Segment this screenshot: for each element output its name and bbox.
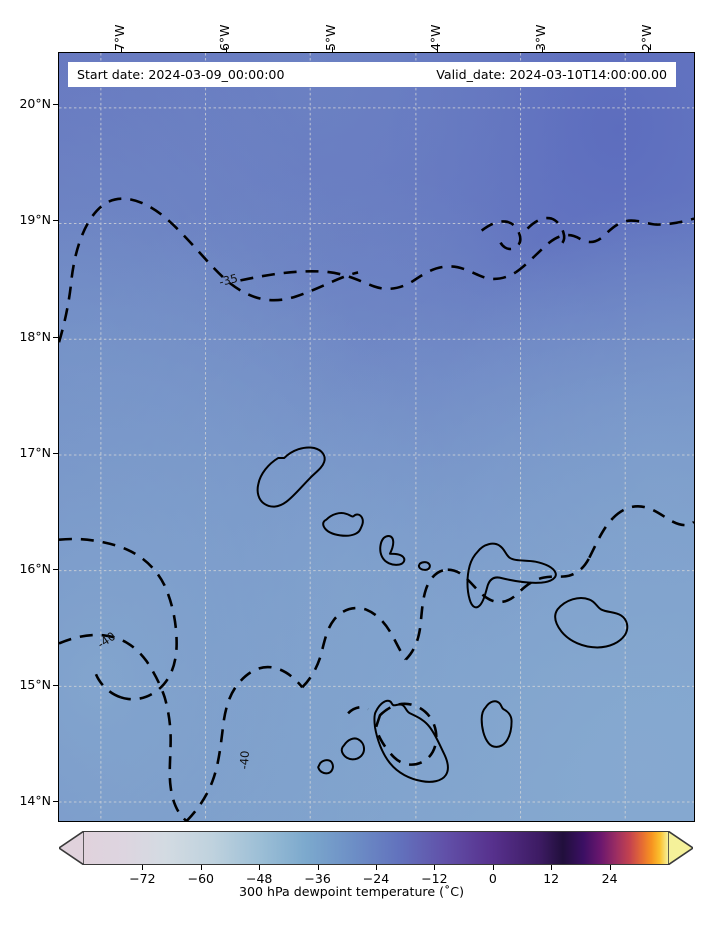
y-tick-label-4: 16°N <box>19 560 51 576</box>
colorbar-tick-mark-7 <box>551 865 553 870</box>
map-gridlines <box>59 53 694 821</box>
x-tick-mark-3 <box>437 47 439 52</box>
colorbar-tick-mark-1 <box>200 865 202 870</box>
colorbar-tick-mark-3 <box>317 865 319 870</box>
colorbar-tick-mark-0 <box>142 865 144 870</box>
colorbar-tick-label-8: 24 <box>601 871 618 886</box>
x-tick-mark-2 <box>331 47 333 52</box>
colorbar-tick-mark-8 <box>609 865 611 870</box>
y-tick-label-6: 14°N <box>19 793 51 809</box>
colorbar-tick-mark-2 <box>259 865 261 870</box>
colorbar-tick-label-4: −24 <box>362 871 390 886</box>
date-banner: Start date: 2024-03-09_00:00:00 Valid_da… <box>68 62 676 87</box>
colorbar-tick-label-1: −60 <box>187 871 214 886</box>
colorbar-tick-mark-6 <box>492 865 494 870</box>
colorbar-tick-label-5: −12 <box>421 871 448 886</box>
colorbar-tick-label-3: −36 <box>304 871 331 886</box>
map-plot-area[interactable]: -35 -40 -40 Start date: 2024-03-09_00:00… <box>58 52 695 822</box>
contour-label-minus40-south: -40 <box>236 750 253 770</box>
colorbar-max-extend-cap <box>668 831 693 865</box>
colorbar-tick-label-7: 12 <box>543 871 560 886</box>
x-tick-mark-1 <box>226 47 228 52</box>
colorbar-tick-label-0: −72 <box>129 871 156 886</box>
x-tick-mark-5 <box>647 47 649 52</box>
y-tick-mark-3 <box>53 452 58 454</box>
dewpoint-shaded-field <box>59 53 694 821</box>
colorbar-gradient-body <box>84 831 668 865</box>
colorbar[interactable]: −72 −60 −48 −36 −24 −12 0 12 24 <box>59 831 693 886</box>
y-tick-label-0: 20°N <box>19 96 51 112</box>
x-tick-mark-4 <box>542 47 544 52</box>
y-tick-mark-5 <box>53 684 58 686</box>
y-tick-mark-2 <box>53 336 58 338</box>
colorbar-title: 300 hPa dewpoint temperature (˚C) <box>238 884 464 899</box>
y-tick-mark-0 <box>53 104 58 106</box>
y-tick-label-1: 19°N <box>19 212 51 228</box>
y-tick-mark-4 <box>53 568 58 570</box>
coastlines <box>256 446 629 783</box>
start-date-label: Start date: 2024-03-09_00:00:00 <box>77 67 285 82</box>
y-tick-mark-1 <box>53 220 58 222</box>
y-tick-label-3: 17°N <box>19 444 51 460</box>
colorbar-tick-mark-5 <box>434 865 436 870</box>
colorbar-tick-mark-4 <box>376 865 377 870</box>
y-tick-mark-6 <box>53 801 58 803</box>
valid-date-label: Valid_date: 2024-03-10T14:00:00.00 <box>436 67 667 82</box>
colorbar-tick-label-6: 0 <box>488 871 497 886</box>
colorbar-tick-label-2: −48 <box>245 871 273 886</box>
y-tick-label-5: 15°N <box>19 676 51 692</box>
colorbar-min-extend-cap <box>59 831 84 865</box>
y-tick-label-2: 18°N <box>19 328 51 344</box>
x-tick-mark-0 <box>121 47 123 52</box>
